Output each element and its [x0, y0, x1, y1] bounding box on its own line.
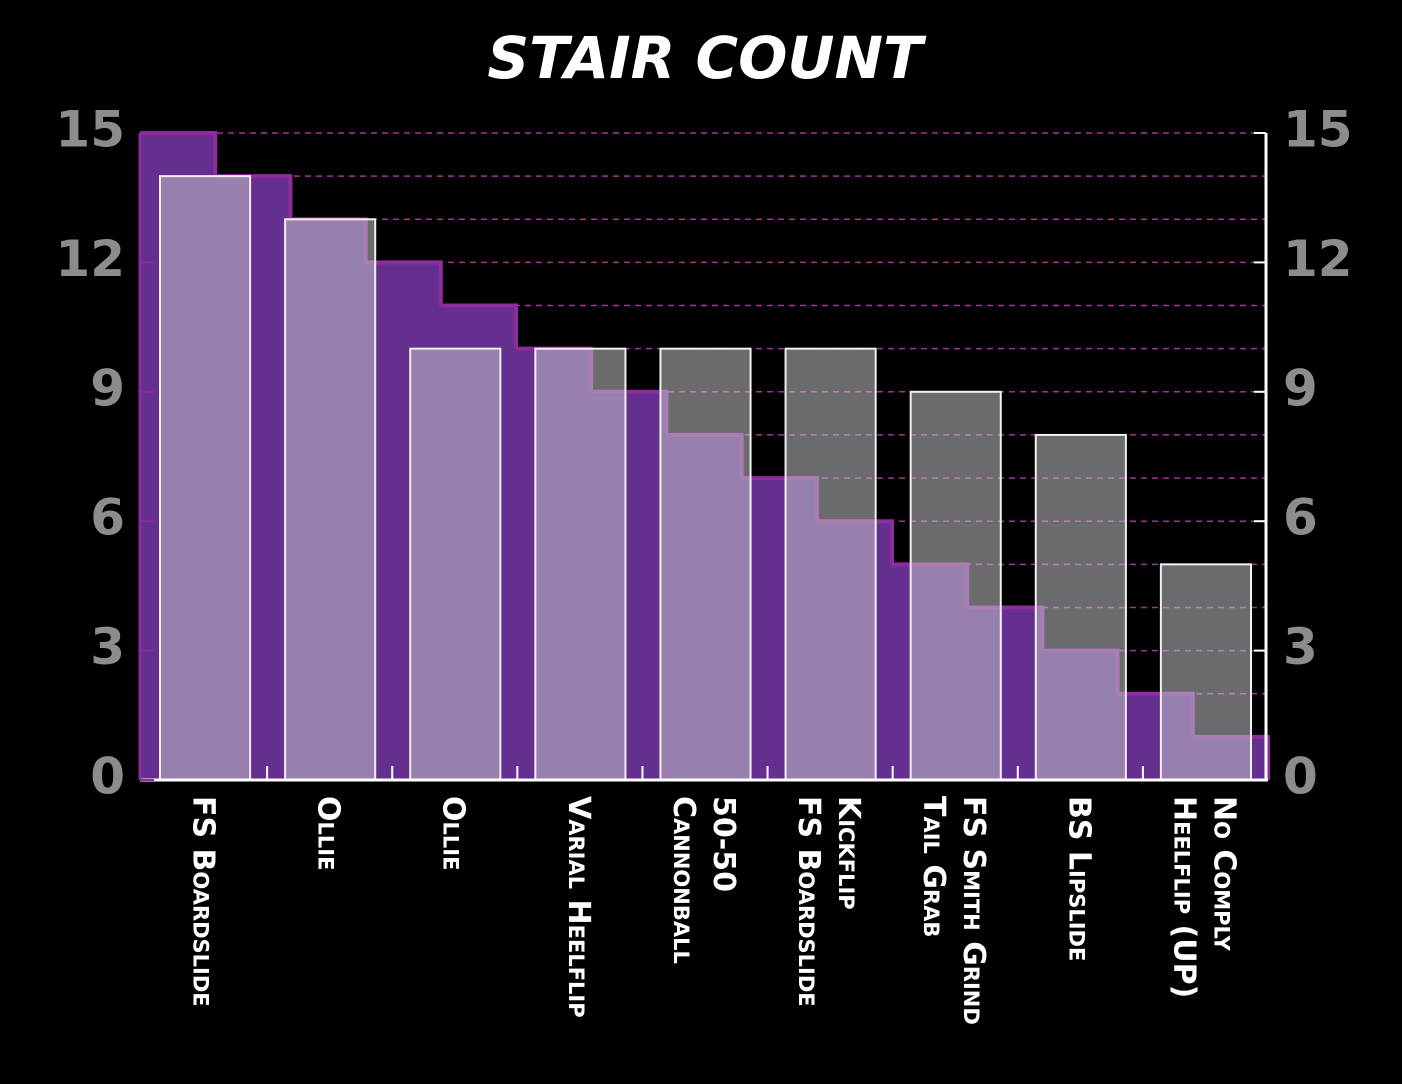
x-tick-label: BS Lipslide: [1061, 796, 1096, 961]
y-tick-label: 15: [55, 101, 125, 159]
stair-edge: [440, 303, 518, 349]
x-tick-label: Cannonball: [666, 796, 701, 964]
y2-tick-label: 15: [1283, 101, 1353, 159]
chart-title: STAIR COUNT: [487, 24, 927, 92]
y-tick-label: 9: [90, 359, 125, 417]
x-tick-label: FS Boardslide: [186, 796, 221, 1007]
y2-tick-label: 6: [1283, 489, 1318, 547]
bar: [159, 175, 252, 781]
y-tick-label: 3: [90, 618, 125, 676]
x-tick-label: FS Boardslide: [791, 796, 826, 1007]
bar: [909, 390, 1002, 781]
y2-tick-label: 9: [1283, 359, 1318, 417]
x-tick-label: Ollie: [311, 796, 346, 870]
x-tick-label: Ollie: [436, 796, 471, 870]
y-tick-label: 6: [90, 489, 125, 547]
x-tick-label: Heelflip (UP): [1166, 796, 1201, 998]
bar: [1159, 563, 1253, 781]
x-tick-label: No Comply: [1206, 796, 1241, 952]
bar: [409, 347, 502, 781]
axes: FS Boardslide Ollie Ollie Varial Heelflip 50…: [55, 101, 1352, 1025]
x-tick-label: Tail Grab: [916, 796, 951, 937]
y-tick-label: 0: [90, 748, 125, 806]
x-tick-label: FS Smith Grind: [956, 796, 991, 1025]
bars: [159, 175, 1253, 781]
y2-tick-label: 12: [1283, 230, 1353, 288]
x-tick-label: Kickflip: [831, 796, 866, 910]
x-tick-label: 50-50: [706, 796, 741, 892]
x-tick-label: Varial Heelflip: [561, 796, 596, 1018]
bar: [284, 218, 377, 781]
y2-tick-label: 0: [1283, 748, 1318, 806]
bar: [1034, 433, 1127, 781]
stair-edge: [140, 131, 218, 176]
bar: [784, 347, 877, 781]
y-tick-label: 12: [55, 230, 125, 288]
stair-edge: [365, 260, 443, 306]
bar: [534, 347, 627, 781]
bar: [659, 347, 752, 781]
y2-tick-label: 3: [1283, 618, 1318, 676]
